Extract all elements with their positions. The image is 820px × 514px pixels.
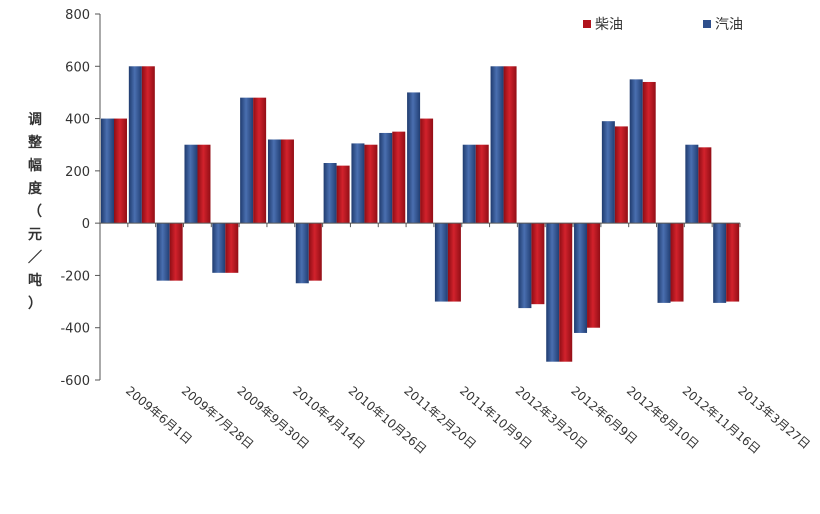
legend-diesel-label: 柴油 (595, 17, 623, 33)
diesel-bar (197, 144, 211, 224)
y-axis: 800 600 400 200 0 -200 -400 -600 (60, 8, 101, 389)
diesel-bar (141, 66, 155, 224)
diesel-bar (559, 223, 573, 362)
gasoline-bar (685, 144, 699, 224)
diesel-bar (280, 139, 294, 224)
gasoline-bar (184, 144, 198, 224)
diesel-bar (225, 223, 239, 273)
diesel-bar (642, 81, 656, 224)
y-axis-title-char: （ (28, 204, 42, 220)
diesel-bar (364, 144, 378, 224)
y-axis-title-char: ） (28, 296, 42, 312)
gasoline-bar (351, 143, 365, 224)
gasoline-bar (657, 223, 671, 303)
diesel-bar (308, 223, 322, 281)
y-tick-label: 800 (65, 8, 90, 23)
diesel-bar (475, 144, 489, 224)
y-tick-label: 200 (65, 165, 90, 180)
x-tick-labels: 2009年6月1日2009年7月28日2009年9月30日2010年4月14日2… (123, 384, 813, 457)
x-axis (99, 222, 741, 228)
legend: 柴油 汽油 (583, 17, 743, 33)
y-axis-title-char: 调 (28, 112, 42, 128)
y-axis-title-char: 幅 (28, 157, 42, 174)
diesel-bar (169, 223, 183, 281)
gasoline-bar (295, 223, 309, 284)
diesel-bar (670, 223, 684, 302)
gasoline-bar (212, 223, 226, 273)
diesel-bar (503, 66, 517, 224)
gasoline-bar (574, 223, 588, 333)
gasoline-bar (156, 223, 170, 281)
y-axis-title-char: 元 (28, 227, 42, 243)
diesel-bar (698, 147, 712, 224)
y-tick-label: -400 (60, 322, 90, 337)
diesel-bar (531, 223, 545, 305)
y-tick-label: -200 (60, 269, 90, 284)
legend-diesel-swatch (583, 20, 591, 28)
gasoline-bar (101, 118, 114, 224)
gasoline-bar (490, 66, 504, 224)
legend-gasoline-label: 汽油 (715, 17, 743, 33)
gasoline-bar (434, 223, 448, 302)
diesel-bar (447, 223, 461, 302)
y-tick-label: 400 (65, 113, 90, 128)
gasoline-bar (546, 223, 560, 362)
y-axis-title-char: 度 (28, 180, 43, 197)
y-axis-title-char: ／ (28, 250, 42, 266)
diesel-bar (253, 97, 267, 224)
y-tick-label: -600 (60, 374, 90, 389)
gasoline-bar (379, 132, 393, 224)
diesel-bar (726, 223, 740, 302)
gasoline-bar (462, 144, 476, 224)
diesel-bar (614, 126, 628, 224)
gasoline-bar (518, 223, 532, 309)
gasoline-bar (407, 92, 421, 224)
diesel-bar (336, 165, 350, 224)
gasoline-bar (240, 97, 254, 224)
gasoline-bar (267, 139, 281, 224)
legend-gasoline-swatch (703, 20, 711, 28)
diesel-bar (392, 131, 406, 224)
y-axis-title-char: 吨 (28, 272, 42, 289)
gasoline-bar (323, 163, 337, 224)
diesel-bar (420, 118, 434, 224)
diesel-bar (587, 223, 601, 328)
diesel-bar (114, 118, 127, 224)
y-axis-title-char: 整 (27, 134, 43, 151)
y-tick-label: 0 (82, 217, 90, 232)
gasoline-bar (128, 66, 142, 224)
gasoline-bar (629, 79, 643, 224)
y-tick-label: 600 (65, 60, 90, 75)
bars (101, 66, 740, 362)
gasoline-bar (713, 223, 727, 303)
gasoline-bar (601, 121, 615, 224)
